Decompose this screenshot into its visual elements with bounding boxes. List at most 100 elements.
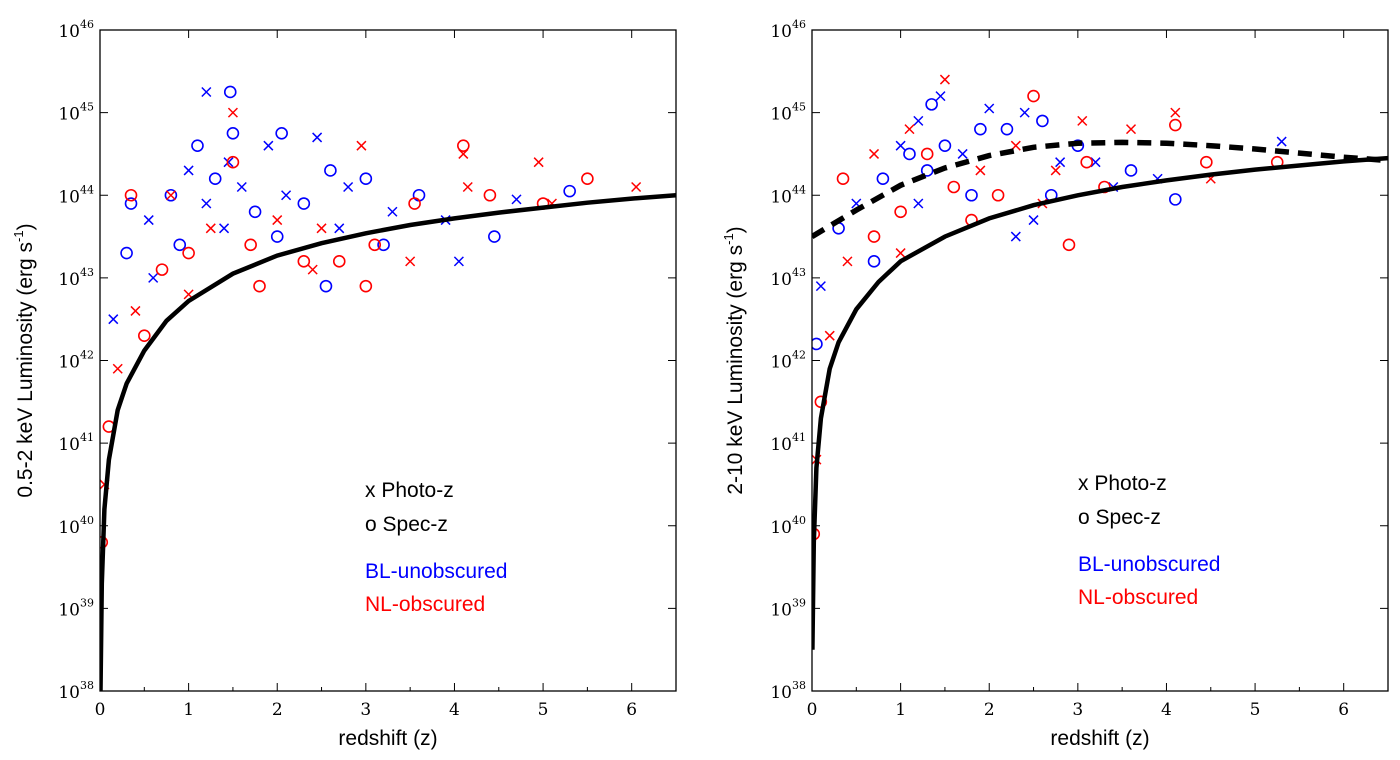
data-point-photo-z: [183, 165, 194, 176]
data-point-spec-z: [483, 188, 497, 202]
data-point-photo-z: [263, 140, 274, 151]
x-tick-label: 3: [1072, 700, 1083, 720]
data-point-photo-z: [824, 330, 835, 341]
data-point-spec-z: [1036, 114, 1049, 128]
data-point-photo-z: [1125, 124, 1137, 135]
data-point-spec-z: [223, 85, 237, 99]
plot-area: [812, 74, 1388, 650]
data-point-spec-z: [297, 255, 311, 268]
data-point-spec-z: [488, 230, 501, 243]
knee-luminosity-curve: [812, 139, 1388, 239]
data-point-spec-z: [1124, 164, 1138, 177]
x-tick-label: 6: [626, 700, 637, 720]
data-point-photo-z: [112, 363, 123, 374]
data-point-spec-z: [253, 279, 266, 293]
legend-photo-z: x Photo-z: [1078, 472, 1167, 495]
data-point-spec-z: [1027, 89, 1040, 103]
data-point-spec-z: [182, 246, 195, 260]
data-point-photo-z: [984, 103, 995, 114]
data-point-spec-z: [867, 255, 881, 268]
data-point-photo-z: [387, 206, 398, 217]
data-point-spec-z: [974, 122, 987, 136]
data-point-photo-z: [1090, 157, 1101, 168]
y-tick-label: 1044: [58, 183, 94, 207]
data-point-photo-z: [405, 256, 416, 267]
data-point-spec-z: [191, 139, 204, 152]
data-point-photo-z: [205, 223, 216, 234]
data-point-photo-z: [272, 215, 283, 226]
y-axis-title: 0.5-2 keV Luminosity (erg s-1): [11, 223, 37, 497]
data-point-spec-z: [226, 126, 240, 140]
data-point-spec-z: [297, 197, 311, 210]
y-tick-label: 1038: [58, 679, 94, 703]
data-point-spec-z: [876, 172, 890, 186]
y-tick-label: 1043: [58, 266, 94, 290]
legend-bl-unobscured: BL-unobscured: [365, 560, 507, 583]
data-point-photo-z: [939, 74, 950, 85]
legend: x Photo-z o Spec-z BL-unobscured NL-obscure…: [365, 479, 507, 616]
data-point-photo-z: [356, 140, 367, 151]
data-point-spec-z: [244, 238, 257, 252]
data-point-spec-z: [1169, 193, 1182, 206]
y-tick-label: 1039: [58, 596, 94, 620]
data-point-spec-z: [1080, 155, 1094, 169]
data-point-spec-z: [457, 139, 470, 152]
data-point-spec-z: [1000, 122, 1014, 136]
data-point-photo-z: [201, 86, 212, 97]
data-point-spec-z: [332, 255, 346, 268]
data-point-photo-z: [316, 223, 327, 234]
data-point-photo-z: [869, 148, 880, 159]
y-tick-label: 1046: [770, 18, 806, 42]
y-tick-label: 1042: [770, 349, 806, 373]
data-point-spec-z: [270, 230, 284, 243]
series-bl-unobscured: [108, 85, 576, 325]
data-point-photo-z: [281, 190, 292, 201]
data-point-spec-z: [563, 184, 576, 198]
data-point-spec-z: [920, 147, 934, 161]
x-tick-label: 4: [1161, 700, 1172, 720]
data-point-spec-z: [938, 139, 952, 152]
x-axis-title: redshift (z): [1050, 727, 1149, 750]
data-point-photo-z: [108, 314, 119, 325]
data-point-spec-z: [164, 188, 178, 202]
data-point-photo-z: [307, 264, 318, 275]
series-nl-obscured: [100, 107, 642, 549]
y-tick-label: 1040: [770, 514, 806, 538]
x-tick-label: 2: [272, 700, 283, 720]
legend-spec-z: o Spec-z: [365, 513, 448, 536]
data-point-photo-z: [453, 256, 464, 267]
x-tick-label: 4: [449, 700, 460, 720]
data-point-spec-z: [1062, 238, 1076, 252]
data-point-spec-z: [359, 279, 373, 293]
data-point-spec-z: [1200, 155, 1213, 169]
data-point-spec-z: [812, 337, 823, 351]
legend-bl-unobscured: BL-unobscured: [1078, 553, 1220, 576]
data-point-spec-z: [208, 172, 222, 186]
data-point-photo-z: [219, 223, 230, 234]
data-point-spec-z: [124, 197, 138, 210]
y-tick-label: 1038: [770, 679, 806, 703]
data-point-photo-z: [312, 132, 323, 143]
data-point-photo-z: [201, 198, 212, 209]
data-point-photo-z: [1170, 107, 1181, 118]
data-point-photo-z: [935, 91, 946, 102]
data-point-spec-z: [368, 238, 382, 252]
data-point-photo-z: [1028, 215, 1039, 226]
y-tick-label: 1043: [770, 266, 806, 290]
data-point-spec-z: [836, 172, 850, 186]
plot-frame: [99, 29, 677, 692]
data-point-photo-z: [227, 107, 238, 118]
data-point-spec-z: [903, 147, 916, 161]
data-point-spec-z: [359, 172, 373, 186]
data-point-photo-z: [533, 157, 544, 168]
legend-spec-z: o Spec-z: [1078, 506, 1161, 529]
data-point-photo-z: [895, 248, 906, 259]
data-point-photo-z: [1019, 107, 1030, 118]
data-point-photo-z: [148, 272, 159, 283]
data-point-spec-z: [920, 164, 934, 177]
y-tick-label: 1042: [58, 349, 94, 373]
x-tick-label: 5: [538, 700, 549, 720]
data-point-photo-z: [1010, 231, 1021, 242]
series-bl-unobscured: [812, 91, 1287, 351]
